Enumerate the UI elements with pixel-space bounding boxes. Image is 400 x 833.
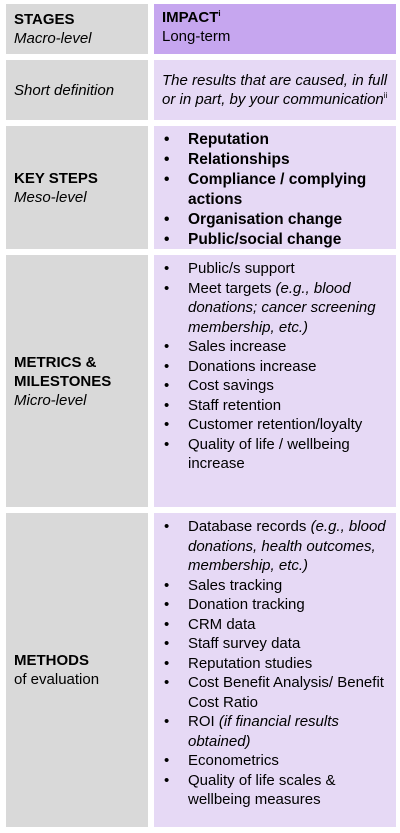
metric-item: Staff retention [162,396,388,416]
metric-item: Meet targets (e.g., blood donations; can… [162,279,388,338]
method-item: Database records (e.g., blood donations,… [162,517,388,576]
method-item: Econometrics [162,751,388,771]
method-item-example: (if financial results obtained) [188,713,339,750]
key-steps-list: ReputationRelationshipsCompliance / comp… [162,130,388,250]
metrics-label: METRICS & MILESTONES [14,353,112,390]
method-item-text: Donation tracking [188,596,305,613]
metric-item: Cost savings [162,376,388,396]
metric-item-text: Donations increase [188,357,317,375]
definition-text-cell: The results that are caused, in full or … [154,60,396,120]
metric-item-text: Staff retention [188,396,282,414]
impact-label: IMPACTi [162,8,388,27]
method-item-text: Database records [188,518,311,535]
method-item-example: (e.g., blood donations, health outcomes,… [188,518,386,574]
stages-sub: Macro-level [14,30,92,47]
impact-table: STAGES Macro-level IMPACTi Long-term Sho… [6,4,396,833]
methods-label-cell: METHODS of evaluation [6,513,148,827]
metric-item: Customer retention/loyalty [162,415,388,435]
metrics-sub: Micro-level [14,391,87,409]
metrics-label-cell: METRICS & MILESTONES Micro-level [6,255,148,507]
metric-item: Sales increase [162,337,388,357]
impact-header-cell: IMPACTi Long-term [154,4,396,54]
method-item-text: Reputation studies [188,654,313,672]
key-steps-row: KEY STEPS Meso-level ReputationRelations… [6,126,396,250]
method-item-text: CRM data [188,615,256,633]
definition-text: The results that are caused, in full or … [162,71,388,109]
impact-footnote-mark: i [218,9,221,18]
metric-item: Public/s support [162,259,388,279]
definition-label-cell: Short definition [6,60,148,120]
stages-header-cell: STAGES Macro-level [6,4,148,54]
methods-cell: Database records (e.g., blood donations,… [154,513,396,827]
metrics-list: Public/s support Meet targets (e.g., bloo… [162,259,388,474]
key-step-item: Reputation [162,130,388,150]
metric-item-text: Public/s support [188,260,295,277]
metric-item: Donations increase [162,357,388,377]
method-item: Quality of life scales & wellbeing measu… [162,771,388,810]
definition-label: Short definition [14,81,115,99]
method-item: Cost Benefit Analysis/ Benefit Cost Rati… [162,673,388,712]
method-item: CRM data [162,615,388,635]
method-item-text: Staff survey data [188,635,301,652]
metric-item-text: Sales increase [188,338,287,355]
method-item-text: ROI [188,713,219,730]
methods-row: METHODS of evaluation Database records (… [6,513,396,827]
key-steps-label-cell: KEY STEPS Meso-level [6,126,148,249]
metric-item-example: (e.g., blood donations; cancer screening… [188,279,376,336]
method-item-text: Cost Benefit Analysis/ Benefit Cost Rati… [188,674,384,711]
metric-item-text: Meet targets [188,279,276,297]
method-item: Staff survey data [162,634,388,654]
impact-title: IMPACT [162,9,219,26]
methods-label: METHODS [14,652,89,669]
header-row: STAGES Macro-level IMPACTi Long-term [6,4,396,54]
key-steps-label: KEY STEPS [14,169,98,187]
impact-sub: Long-term [162,28,231,45]
key-step-item: Relationships [162,150,388,170]
definition-row: Short definition The results that are ca… [6,60,396,120]
methods-list: Database records (e.g., blood donations,… [162,517,388,810]
key-step-item: Public/social change [162,230,388,250]
definition-footnote-mark: ii [383,91,388,100]
method-item: Donation tracking [162,595,388,615]
method-item-text: Sales tracking [188,576,283,594]
method-item: Reputation studies [162,654,388,674]
methods-sub: of evaluation [14,671,100,688]
method-item-text: Quality of life scales & wellbeing measu… [188,771,336,809]
key-steps-cell: ReputationRelationshipsCompliance / comp… [154,126,396,250]
metric-item: Quality of life / wellbeing increase [162,435,388,474]
key-steps-sub: Meso-level [14,188,87,206]
metric-item-text: Cost savings [188,377,274,394]
metric-item-text: Quality of life / wellbeing increase [188,435,350,473]
stages-label: STAGES [14,11,75,28]
key-step-item: Compliance / complying actions [162,170,388,210]
key-step-item: Organisation change [162,210,388,230]
method-item: ROI (if financial results obtained) [162,712,388,751]
method-item-text: Econometrics [188,752,279,769]
metric-item-text: Customer retention/loyalty [188,416,363,433]
metrics-row: METRICS & MILESTONES Micro-level Public/… [6,255,396,507]
method-item: Sales tracking [162,576,388,596]
definition-body: The results that are caused, in full or … [162,72,388,108]
metrics-cell: Public/s support Meet targets (e.g., bloo… [154,255,396,507]
